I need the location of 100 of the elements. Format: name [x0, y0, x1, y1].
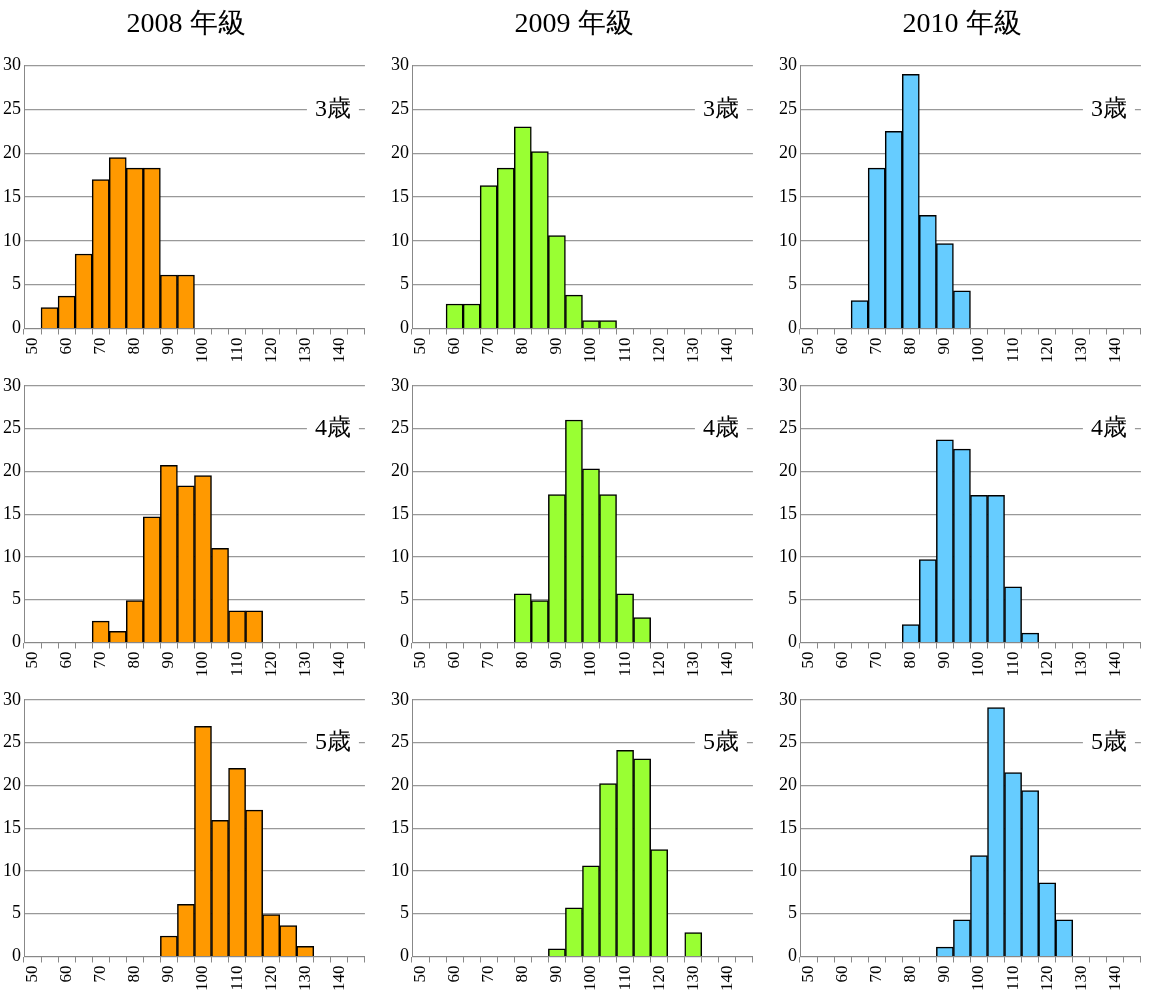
- x-tick-label: 50: [21, 651, 41, 669]
- chart-title: 2008 年級: [126, 7, 246, 39]
- y-tick-label: 10: [3, 545, 21, 566]
- y-tick-label: 0: [12, 317, 21, 338]
- x-tick-label: 60: [56, 651, 76, 669]
- x-tick-label: 100: [192, 965, 212, 991]
- x-tick-label: 90: [158, 337, 178, 355]
- y-tick-label: 15: [391, 502, 409, 523]
- y-tick-label: 10: [779, 545, 797, 566]
- annotation: 4歳: [1090, 413, 1127, 440]
- x-tick-label: 140: [328, 337, 348, 363]
- y-tick-label: 0: [12, 631, 21, 652]
- x-tick-label: 140: [1104, 651, 1124, 677]
- x-tick-label: 110: [614, 651, 634, 677]
- x-tick-label: 50: [797, 337, 817, 355]
- x-tick-label: 130: [682, 651, 702, 677]
- y-tick-label: 5: [12, 588, 21, 609]
- y-tick-label: 30: [391, 688, 409, 709]
- y-tick-label: 5: [788, 902, 797, 923]
- y-tick-label: 20: [779, 141, 797, 162]
- y-tick-label: 15: [779, 816, 797, 837]
- x-tick-label: 120: [648, 651, 668, 677]
- annotation: 5歳: [314, 727, 351, 754]
- x-tick-label: 70: [866, 965, 886, 983]
- y-tick-label: 10: [3, 229, 21, 250]
- y-tick-label: 20: [391, 460, 409, 481]
- y-tick-label: 20: [3, 774, 21, 795]
- y-tick-label: 15: [3, 502, 21, 523]
- x-tick-label: 110: [614, 965, 634, 991]
- y-tick-label: 30: [779, 54, 797, 75]
- y-tick-label: 0: [788, 317, 797, 338]
- x-tick-label: 140: [1104, 965, 1124, 991]
- x-tick-label: 140: [328, 651, 348, 677]
- y-tick-label: 25: [3, 417, 21, 438]
- y-tick-label: 20: [779, 460, 797, 481]
- chart-title: 2010 年級: [902, 7, 1022, 39]
- y-tick-label: 25: [779, 417, 797, 438]
- y-tick-label: 15: [3, 816, 21, 837]
- x-tick-label: 100: [968, 337, 988, 363]
- x-tick-label: 80: [124, 651, 144, 669]
- x-tick-label: 100: [192, 337, 212, 363]
- y-tick-label: 25: [3, 731, 21, 752]
- x-tick-label: 110: [226, 651, 246, 677]
- y-tick-label: 10: [391, 229, 409, 250]
- annotation: 4歳: [702, 413, 739, 440]
- x-tick-label: 120: [648, 965, 668, 991]
- y-tick-label: 10: [391, 545, 409, 566]
- x-tick-label: 100: [968, 965, 988, 991]
- y-tick-label: 25: [391, 731, 409, 752]
- y-tick-label: 10: [779, 229, 797, 250]
- x-tick-label: 110: [614, 337, 634, 363]
- x-tick-label: 100: [968, 651, 988, 677]
- x-tick-label: 90: [546, 965, 566, 983]
- x-tick-label: 60: [444, 337, 464, 355]
- x-tick-label: 90: [934, 965, 954, 983]
- x-tick-label: 50: [21, 965, 41, 983]
- x-tick-label: 110: [1002, 337, 1022, 363]
- x-tick-label: 130: [682, 965, 702, 991]
- x-tick-label: 80: [124, 965, 144, 983]
- x-tick-label: 70: [866, 337, 886, 355]
- x-tick-label: 110: [226, 337, 246, 363]
- y-tick-label: 0: [400, 317, 409, 338]
- x-tick-label: 100: [192, 651, 212, 677]
- x-tick-label: 60: [56, 965, 76, 983]
- x-tick-label: 120: [1036, 965, 1056, 991]
- annotation: 3歳: [314, 94, 351, 121]
- x-tick-label: 100: [580, 651, 600, 677]
- y-tick-label: 0: [788, 945, 797, 966]
- x-tick-label: 140: [716, 337, 736, 363]
- x-tick-label: 140: [716, 651, 736, 677]
- x-tick-label: 100: [580, 965, 600, 991]
- y-tick-label: 20: [391, 774, 409, 795]
- x-tick-label: 70: [866, 651, 886, 669]
- x-tick-label: 120: [260, 337, 280, 363]
- y-tick-label: 5: [400, 902, 409, 923]
- x-tick-label: 50: [409, 651, 429, 669]
- x-tick-label: 50: [21, 337, 41, 355]
- y-tick-label: 5: [12, 902, 21, 923]
- x-tick-label: 130: [1070, 337, 1090, 363]
- annotation: 5歳: [702, 727, 739, 754]
- x-tick-label: 60: [832, 651, 852, 669]
- x-tick-label: 120: [260, 965, 280, 991]
- x-tick-label: 130: [294, 651, 314, 677]
- x-tick-label: 130: [294, 965, 314, 991]
- x-tick-label: 70: [90, 651, 110, 669]
- y-tick-label: 5: [788, 273, 797, 294]
- x-tick-label: 120: [1036, 651, 1056, 677]
- y-tick-label: 25: [391, 98, 409, 119]
- y-tick-label: 5: [12, 273, 21, 294]
- y-tick-label: 30: [779, 374, 797, 395]
- y-tick-label: 15: [3, 185, 21, 206]
- x-tick-label: 70: [478, 965, 498, 983]
- x-tick-label: 90: [546, 651, 566, 669]
- x-tick-label: 60: [832, 965, 852, 983]
- x-tick-label: 50: [797, 965, 817, 983]
- y-tick-label: 30: [3, 374, 21, 395]
- y-tick-label: 15: [779, 185, 797, 206]
- y-tick-label: 5: [788, 588, 797, 609]
- annotation: 5歳: [1090, 727, 1127, 754]
- x-tick-label: 110: [226, 965, 246, 991]
